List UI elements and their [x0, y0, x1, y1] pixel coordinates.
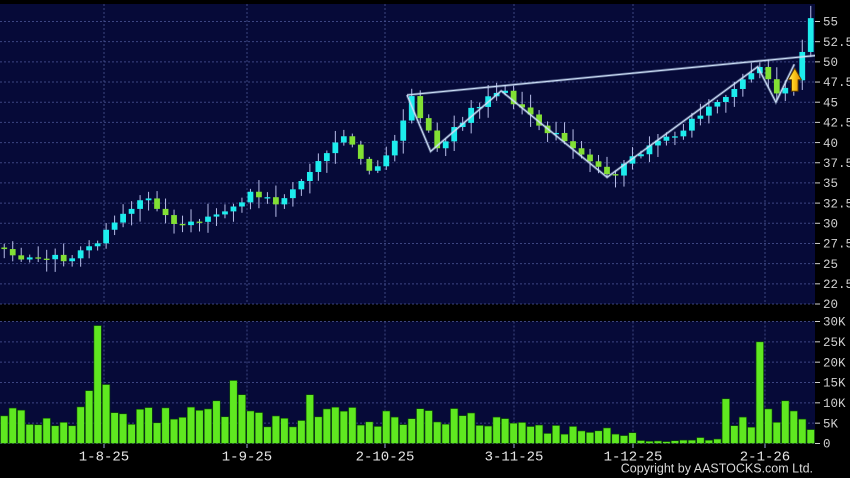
svg-text:42.5: 42.5	[823, 117, 850, 131]
svg-text:30K: 30K	[823, 316, 846, 330]
svg-text:47.5: 47.5	[823, 76, 850, 90]
svg-text:55: 55	[823, 16, 838, 30]
svg-text:1-8-25: 1-8-25	[79, 450, 129, 466]
svg-text:30: 30	[823, 217, 838, 231]
svg-text:15K: 15K	[823, 377, 846, 391]
svg-text:45: 45	[823, 96, 838, 110]
svg-text:22.5: 22.5	[823, 278, 850, 292]
svg-text:0: 0	[823, 438, 831, 452]
svg-text:35: 35	[823, 177, 838, 191]
svg-text:52.5: 52.5	[823, 36, 850, 50]
svg-text:10K: 10K	[823, 397, 846, 411]
svg-text:50: 50	[823, 56, 838, 70]
svg-text:3-11-25: 3-11-25	[485, 450, 544, 466]
svg-text:Copyright by AASTOCKS.com Ltd.: Copyright by AASTOCKS.com Ltd.	[621, 462, 813, 476]
svg-text:27.5: 27.5	[823, 238, 850, 252]
svg-text:1-9-25: 1-9-25	[222, 450, 272, 466]
svg-text:20K: 20K	[823, 356, 846, 370]
svg-text:32.5: 32.5	[823, 197, 850, 211]
svg-text:2-10-25: 2-10-25	[356, 450, 415, 466]
svg-text:20: 20	[823, 298, 838, 312]
svg-text:40: 40	[823, 137, 838, 151]
svg-text:37.5: 37.5	[823, 157, 850, 171]
svg-text:25: 25	[823, 258, 838, 272]
svg-text:5K: 5K	[823, 417, 839, 431]
svg-text:25K: 25K	[823, 336, 846, 350]
